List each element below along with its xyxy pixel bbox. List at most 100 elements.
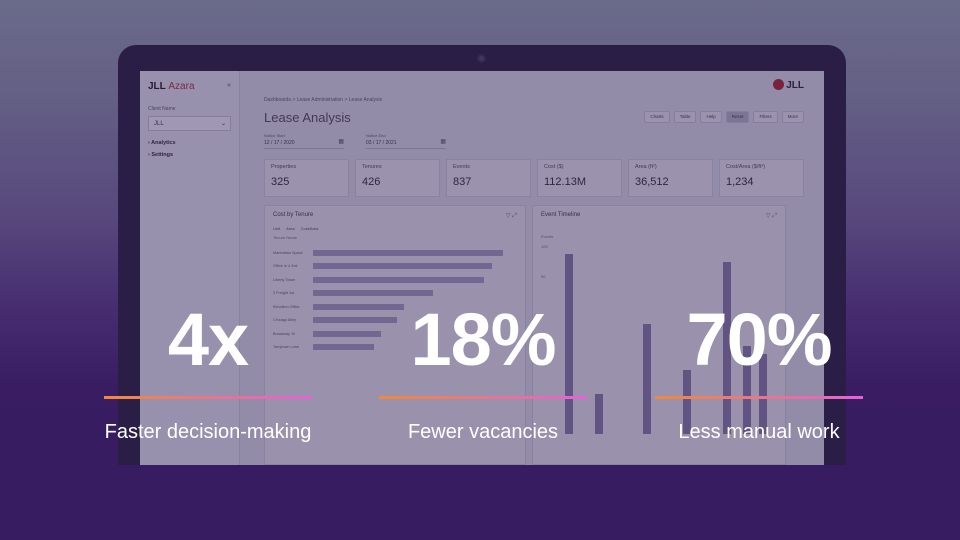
tenure-bar[interactable] xyxy=(313,344,374,351)
client-label: Client Name xyxy=(148,106,176,112)
brand-jll: JLL xyxy=(148,81,166,92)
tenure-bar[interactable] xyxy=(313,317,397,324)
sidebar-item-settings[interactable]: › Settings xyxy=(148,152,174,158)
date-range: Notice Start 12 / 17 / 2020 ▦ Notice End… xyxy=(264,133,446,149)
tenure-bar[interactable] xyxy=(313,276,484,283)
tenure-bar[interactable] xyxy=(313,303,405,310)
stat-value: 18% xyxy=(410,298,556,381)
date-label: Notice End xyxy=(366,133,386,138)
tenure-bar-label: Manhattan Space xyxy=(273,250,303,255)
jll-logo: JLL xyxy=(773,79,804,91)
panel-title: Event Timeline xyxy=(541,212,581,218)
table-button[interactable]: Table xyxy=(673,111,697,123)
dashboard-screenshot: JLL Azara « Client Name JLL ⌄ › Analytic… xyxy=(140,71,824,465)
kpi-label: Events xyxy=(453,164,470,170)
sidebar-item-analytics[interactable]: › Analytics xyxy=(148,140,176,146)
tenure-bar-row[interactable]: Elevation Office xyxy=(273,300,517,314)
tenure-bar-row[interactable]: Office in 4 2nd xyxy=(273,260,517,274)
axis-caption: Events xyxy=(541,234,554,239)
breadcrumb[interactable]: Dashboards > Lease Administration > Leas… xyxy=(264,97,383,103)
brand-azara: Azara xyxy=(168,81,195,92)
chip-cost-area[interactable]: Cost/Area xyxy=(300,226,319,231)
date-value: 12 / 17 / 2020 xyxy=(264,140,344,149)
tick-label: 100 xyxy=(541,244,548,249)
kpi-value: 112.13M xyxy=(544,176,586,188)
kpi-label: Cost ($) xyxy=(544,164,564,170)
collapse-icon[interactable]: « xyxy=(227,82,231,89)
timeline-bar[interactable] xyxy=(723,262,731,434)
stat-label: Fewer vacancies xyxy=(407,421,559,443)
timeline-bar[interactable] xyxy=(743,346,751,434)
charts-button[interactable]: Charts xyxy=(644,111,670,123)
gradient-divider xyxy=(655,396,863,399)
stat-value: 4x xyxy=(167,298,249,381)
stat-label: Faster decision-making xyxy=(104,421,312,443)
tick-label: 50 xyxy=(541,274,546,279)
stat-decision-making: 4x Faster decision-making xyxy=(78,300,338,444)
reset-button[interactable]: Reset xyxy=(725,111,750,123)
timeline-bar[interactable] xyxy=(759,354,767,434)
timeline-bar[interactable] xyxy=(683,370,691,434)
stat-label: Less manual work xyxy=(678,421,840,443)
notice-end-field[interactable]: Notice End 03 / 17 / 2021 ▦ xyxy=(366,133,446,149)
kpi-value: 837 xyxy=(453,176,472,188)
kpi-value: 1,234 xyxy=(726,176,754,188)
tenure-bar-row[interactable]: Broadway 10 xyxy=(273,327,517,341)
tenure-bar-label: Office in 4 2nd xyxy=(273,264,298,269)
calendar-icon[interactable]: ▦ xyxy=(440,139,446,145)
client-value: JLL xyxy=(154,121,164,127)
chip-area[interactable]: Area xyxy=(286,226,295,231)
panel-title: Cost by Tenure xyxy=(273,212,314,218)
panel-action-icons[interactable]: ▽ ⤢ xyxy=(765,213,777,219)
client-select[interactable]: JLL ⌄ xyxy=(148,116,231,131)
tenure-bar[interactable] xyxy=(313,290,433,297)
tenure-bar-row[interactable]: Liberty Tower xyxy=(273,273,517,287)
tenure-bar-row[interactable]: 3 Freight 1st xyxy=(273,287,517,301)
stat-value: 70% xyxy=(686,298,832,381)
tenure-bar[interactable] xyxy=(313,249,503,256)
chip-unit[interactable]: Unit xyxy=(273,226,281,231)
timeline-axis: Events 100 50 xyxy=(541,232,553,282)
kpi-label: Area (ft²) xyxy=(635,164,657,170)
timeline-bar[interactable] xyxy=(595,394,603,434)
tenure-bar[interactable] xyxy=(313,263,492,270)
kpi-card: Area (ft²) 36,512 xyxy=(628,159,713,197)
event-timeline-panel: Event Timeline ▽ ⤢ Events 100 50 xyxy=(532,205,786,465)
kpi-label: Properties xyxy=(271,164,297,170)
filters-button[interactable]: Filters xyxy=(753,111,778,123)
timeline-bar[interactable] xyxy=(565,254,573,434)
tenure-bar-label: Tarrytown Lane xyxy=(273,345,299,350)
tenure-bar-label: 3 Freight 1st xyxy=(273,291,295,296)
help-button[interactable]: Help xyxy=(700,111,722,123)
kpi-value: 325 xyxy=(271,176,290,188)
tenure-bar-label: Elevation Office xyxy=(273,304,300,309)
tenure-bar[interactable] xyxy=(313,330,382,337)
sidebar-item-label: Analytics xyxy=(151,140,176,146)
panel-action-icons[interactable]: ▽ ⤢ xyxy=(505,213,517,219)
timeline-bar[interactable] xyxy=(643,324,651,434)
more-button[interactable]: More xyxy=(781,111,804,123)
laptop-frame: JLL Azara « Client Name JLL ⌄ › Analytic… xyxy=(118,45,846,465)
tenure-bar-row[interactable]: Tarrytown Lane xyxy=(273,341,517,355)
axis-caption: Tenure Name xyxy=(273,235,298,240)
chip-row: Unit Area Cost/Area xyxy=(273,226,517,231)
notice-start-field[interactable]: Notice Start 12 / 17 / 2020 ▦ xyxy=(264,133,344,149)
tenure-bar-row[interactable]: Manhattan Space xyxy=(273,246,517,260)
kpi-card: Events 837 xyxy=(446,159,531,197)
kpi-card: Properties 325 xyxy=(264,159,349,197)
main-content: JLL Dashboards > Lease Administration > … xyxy=(250,71,824,465)
kpi-row: Properties 325 Tenures 426 Events 837 Cost … xyxy=(264,159,804,197)
kpi-label: Tenures xyxy=(362,164,382,170)
tenure-bar-row[interactable]: Chicago Alley xyxy=(273,314,517,328)
tenure-bar-label: Broadway 10 xyxy=(273,331,296,336)
kpi-card: Cost ($) 112.13M xyxy=(537,159,622,197)
kpi-card: Cost/Area ($/ft²) 1,234 xyxy=(719,159,804,197)
sidebar: JLL Azara « Client Name JLL ⌄ › Analytic… xyxy=(140,71,240,465)
stat-vacancies: 18% Fewer vacancies xyxy=(353,300,613,444)
date-value: 03 / 17 / 2021 xyxy=(366,140,446,149)
calendar-icon[interactable]: ▦ xyxy=(338,139,344,145)
kpi-label: Cost/Area ($/ft²) xyxy=(726,164,766,170)
gradient-divider xyxy=(379,396,587,399)
logo-text: JLL xyxy=(786,80,804,91)
